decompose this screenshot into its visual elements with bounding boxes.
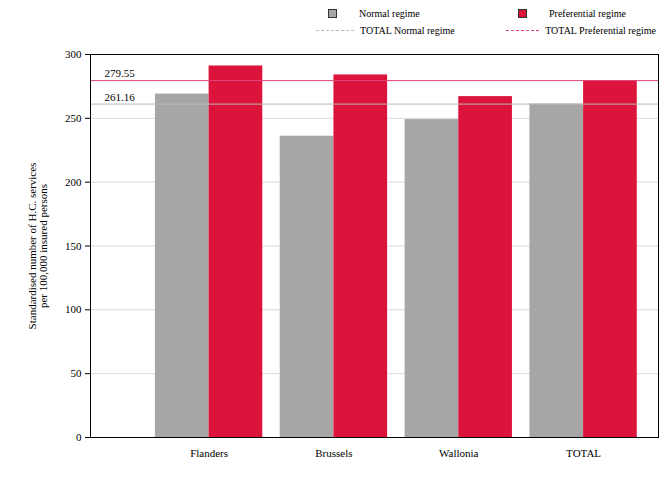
svg-text:Wallonia: Wallonia: [439, 447, 479, 459]
svg-text:250: 250: [65, 112, 82, 124]
svg-text:100: 100: [65, 303, 82, 315]
html-text:TOTAL Normal regime: TOTAL Normal regime: [360, 25, 455, 36]
html-text:Normal regime: Normal regime: [359, 8, 420, 19]
svg-text:279.55: 279.55: [105, 67, 136, 79]
svg-text:50: 50: [71, 367, 83, 379]
svg-text:300: 300: [65, 48, 82, 60]
svg-text:200: 200: [65, 176, 82, 188]
svg-text:TOTAL: TOTAL: [566, 447, 601, 459]
svg-text:Brussels: Brussels: [315, 447, 352, 459]
svg-text:150: 150: [65, 240, 82, 252]
svg-text:Flanders: Flanders: [190, 447, 228, 459]
svg-text:0: 0: [76, 431, 82, 443]
svg-text:Standardised number of H.C. se: Standardised number of H.C. servicesper …: [26, 163, 49, 330]
html-text:TOTAL Preferential regime: TOTAL Preferential regime: [545, 25, 656, 36]
svg-text:261.16: 261.16: [105, 91, 136, 103]
html-text:Preferential regime: Preferential regime: [549, 8, 626, 19]
